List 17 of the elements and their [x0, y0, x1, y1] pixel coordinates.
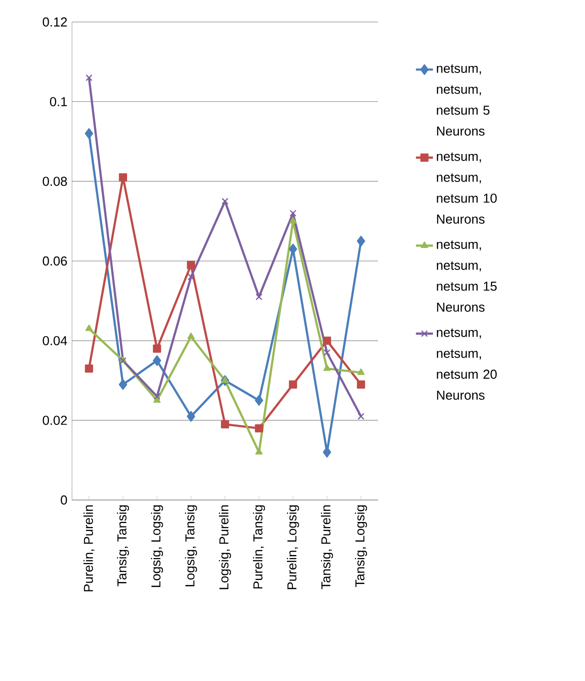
- y-tick-label: 0.1: [50, 97, 67, 106]
- y-tick-label: 0.06: [42, 256, 67, 266]
- x-tick-label: Logsig, Purelin: [218, 505, 232, 590]
- x-tick-label: Tansig, Purelin: [320, 505, 334, 590]
- legend-label: netsum, netsum, netsum 20 Neurons: [436, 328, 497, 400]
- y-tick-label: 0.02: [42, 416, 67, 425]
- y-tick-label: 0.12: [42, 17, 67, 27]
- x-tick-label: Logsig, Logsig: [150, 505, 164, 587]
- x-tick-label: Tansig, Tansig: [116, 505, 130, 586]
- x-tick-label: Logsig, Tansig: [184, 505, 198, 586]
- x-tick-label: Purelin, Purelin: [83, 505, 95, 592]
- y-tick-label: 0.04: [42, 336, 68, 346]
- y-tick-label: 0: [60, 495, 67, 505]
- x-tick-label: Tansig, Logsig: [354, 505, 368, 588]
- x-tick-label: Purelin, Logsig: [286, 505, 300, 590]
- x-tick-label: Purelin, Tansig: [252, 505, 266, 588]
- y-tick-label: 0.08: [42, 176, 67, 186]
